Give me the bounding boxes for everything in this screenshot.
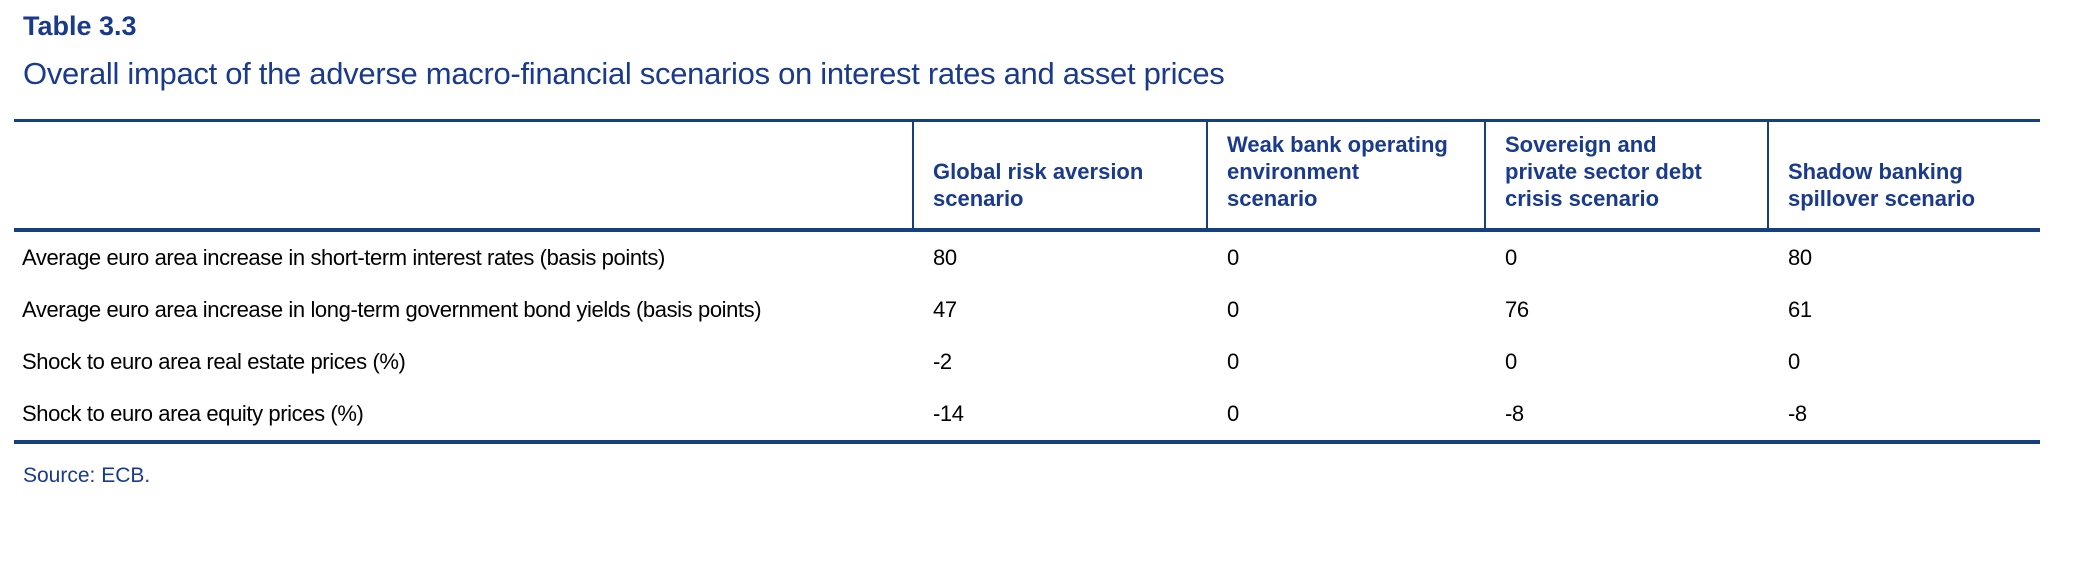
scenario-impact-table: Global risk aversion scenario Weak bank … [14,119,2040,444]
row-label-long-term-bond-yields: Average euro area increase in long-term … [22,297,762,322]
row-label-real-estate-prices: Shock to euro area real estate prices (%… [22,349,406,374]
value-cell: 0 [1505,349,1517,374]
value-cell: 80 [933,245,957,270]
value-cell: 80 [1788,245,1812,270]
row-label-short-term-rates: Average euro area increase in short-term… [22,245,665,270]
value-cell: 76 [1505,297,1529,322]
value-cell: -8 [1788,401,1807,426]
value-cell: -8 [1505,401,1524,426]
value-cell: 0 [1227,245,1239,270]
value-cell: 0 [1227,349,1239,374]
header-cell-global-risk-aversion: Global risk aversion scenario [912,122,1206,232]
value-cell: 47 [933,297,957,322]
header-cell-shadow-banking: Shadow banking spillover scenario [1767,122,2040,232]
value-cell: 0 [1788,349,1800,374]
header-cell-weak-bank-operating: Weak bank operating environment scenario [1206,122,1484,232]
table-title: Overall impact of the adverse macro-fina… [23,56,1225,91]
value-cell: 0 [1227,297,1239,322]
source-note: Source: ECB. [23,464,151,487]
table-number-heading: Table 3.3 [23,11,137,41]
header-cell-empty [14,122,912,232]
value-cell: -2 [933,349,952,374]
value-cell: 0 [1227,401,1239,426]
value-cell: 61 [1788,297,1812,322]
value-cell: -14 [933,401,964,426]
value-cell: 0 [1505,245,1517,270]
document-page: Table 3.3 Overall impact of the adverse … [0,9,2074,571]
row-label-equity-prices: Shock to euro area equity prices (%) [22,401,364,426]
header-cell-sovereign-debt-crisis: Sovereign and private sector debt crisis… [1484,122,1767,232]
